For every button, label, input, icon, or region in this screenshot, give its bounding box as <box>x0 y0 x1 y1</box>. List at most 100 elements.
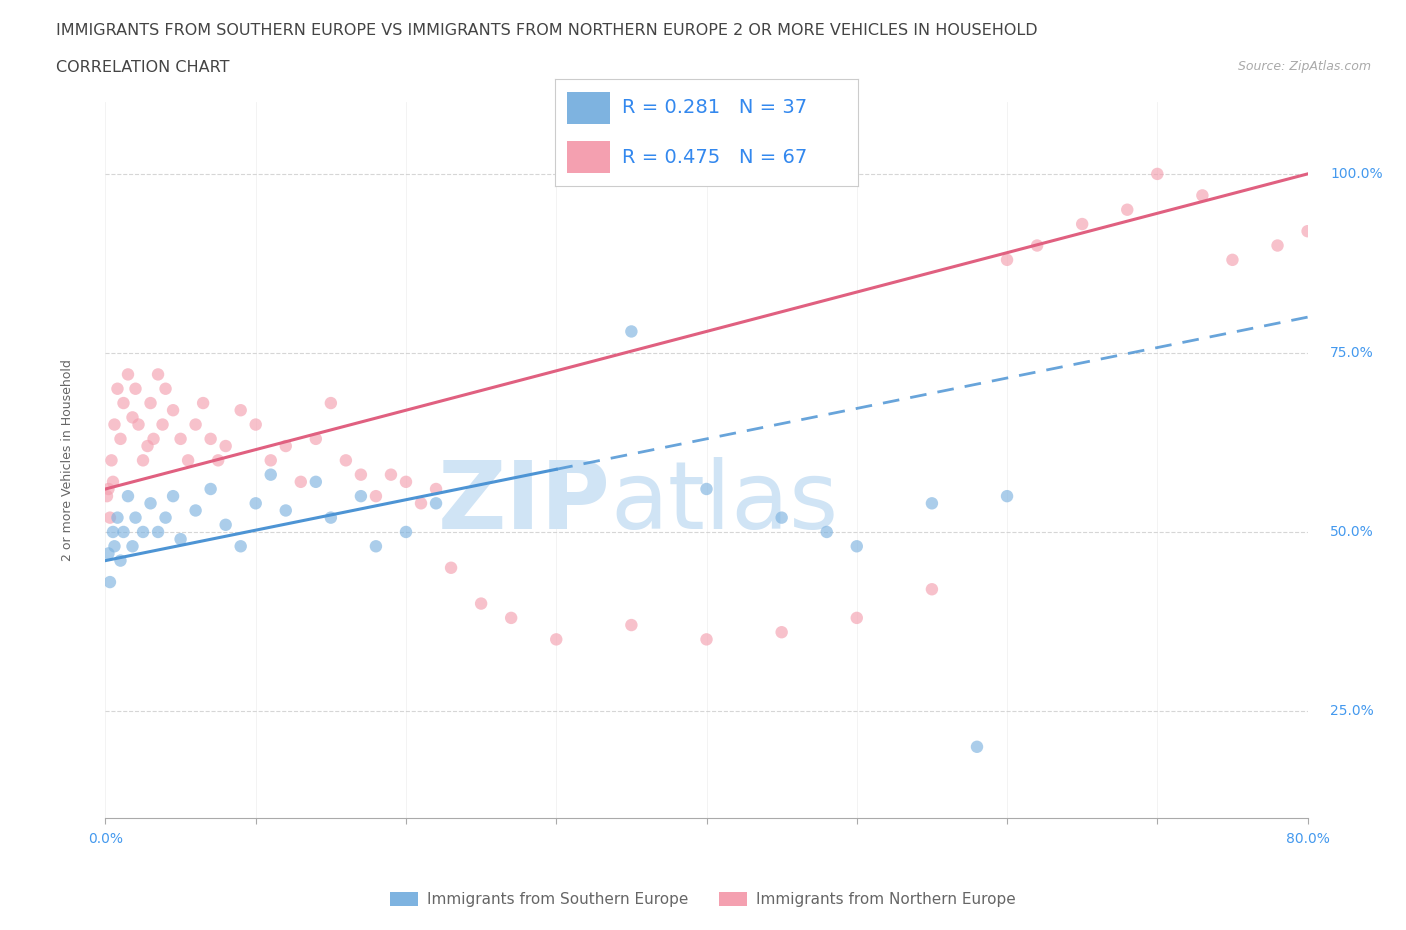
Point <box>139 395 162 410</box>
Point <box>845 538 868 553</box>
Point <box>155 511 177 525</box>
Bar <box>568 92 610 124</box>
Point <box>1071 217 1094 232</box>
Point <box>98 575 121 590</box>
Point <box>335 453 357 468</box>
Point <box>260 467 283 482</box>
Point <box>380 467 402 482</box>
Point <box>845 610 868 625</box>
Point <box>364 489 387 504</box>
Point <box>319 511 342 525</box>
Point <box>305 474 328 489</box>
Point <box>229 403 252 418</box>
Point <box>395 525 418 539</box>
Point <box>1296 224 1319 239</box>
Point <box>112 525 135 539</box>
Text: 100.0%: 100.0% <box>1330 166 1382 181</box>
Point <box>260 453 283 468</box>
Point <box>274 439 297 454</box>
Point <box>103 417 125 432</box>
Point <box>146 525 169 539</box>
Point <box>1326 252 1348 267</box>
Point <box>101 525 124 539</box>
Point <box>110 553 132 568</box>
Point <box>121 410 143 425</box>
Point <box>155 381 177 396</box>
Point <box>117 489 139 504</box>
Point <box>425 482 447 497</box>
Text: atlas: atlas <box>610 458 838 550</box>
Text: 80.0%: 80.0% <box>1285 832 1330 846</box>
Point <box>97 482 120 497</box>
Point <box>207 453 229 468</box>
Point <box>995 252 1018 267</box>
Point <box>162 403 184 418</box>
Point <box>101 474 124 489</box>
Point <box>245 496 267 511</box>
Point <box>305 432 328 446</box>
Bar <box>568 141 610 173</box>
Point <box>107 511 129 525</box>
Point <box>117 367 139 382</box>
Point <box>470 596 492 611</box>
Point <box>112 395 135 410</box>
Point <box>364 538 387 553</box>
Text: 50.0%: 50.0% <box>1330 525 1374 539</box>
Point <box>546 632 568 647</box>
Point <box>139 496 162 511</box>
Text: 0.0%: 0.0% <box>89 832 122 846</box>
Text: IMMIGRANTS FROM SOUTHERN EUROPE VS IMMIGRANTS FROM NORTHERN EUROPE 2 OR MORE VEH: IMMIGRANTS FROM SOUTHERN EUROPE VS IMMIG… <box>56 23 1038 38</box>
Point <box>169 432 191 446</box>
Point <box>132 525 155 539</box>
Point <box>169 532 191 547</box>
Point <box>128 417 150 432</box>
Point <box>177 453 200 468</box>
Point <box>921 582 943 597</box>
Point <box>1116 203 1139 218</box>
Point <box>696 632 718 647</box>
Point <box>124 511 146 525</box>
Text: CORRELATION CHART: CORRELATION CHART <box>56 60 229 75</box>
Point <box>200 432 222 446</box>
Point <box>103 538 125 553</box>
Point <box>98 511 121 525</box>
Text: ZIP: ZIP <box>437 458 610 550</box>
Legend: Immigrants from Southern Europe, Immigrants from Northern Europe: Immigrants from Southern Europe, Immigra… <box>384 885 1022 913</box>
Point <box>501 610 523 625</box>
Point <box>96 489 118 504</box>
Point <box>770 511 793 525</box>
Point <box>107 381 129 396</box>
Text: Source: ZipAtlas.com: Source: ZipAtlas.com <box>1237 60 1371 73</box>
Point <box>110 432 132 446</box>
Point <box>184 417 207 432</box>
Point <box>200 482 222 497</box>
Point <box>1026 238 1049 253</box>
Point <box>214 517 236 532</box>
Point <box>142 432 165 446</box>
Point <box>995 489 1018 504</box>
Point <box>121 538 143 553</box>
Point <box>440 560 463 575</box>
Point <box>146 367 169 382</box>
Point <box>770 625 793 640</box>
Point <box>966 739 988 754</box>
Text: 75.0%: 75.0% <box>1330 346 1374 360</box>
Point <box>191 395 214 410</box>
Text: R = 0.281   N = 37: R = 0.281 N = 37 <box>621 99 807 117</box>
Point <box>162 489 184 504</box>
Point <box>229 538 252 553</box>
Point <box>350 467 373 482</box>
Point <box>132 453 155 468</box>
Point <box>1191 188 1213 203</box>
Point <box>100 453 122 468</box>
Point <box>1371 238 1393 253</box>
Point <box>620 324 643 339</box>
Point <box>1267 238 1289 253</box>
Point <box>425 496 447 511</box>
Point <box>152 417 174 432</box>
Point <box>620 618 643 632</box>
Point <box>1146 166 1168 181</box>
Point <box>1222 252 1244 267</box>
Point <box>245 417 267 432</box>
Point <box>409 496 432 511</box>
